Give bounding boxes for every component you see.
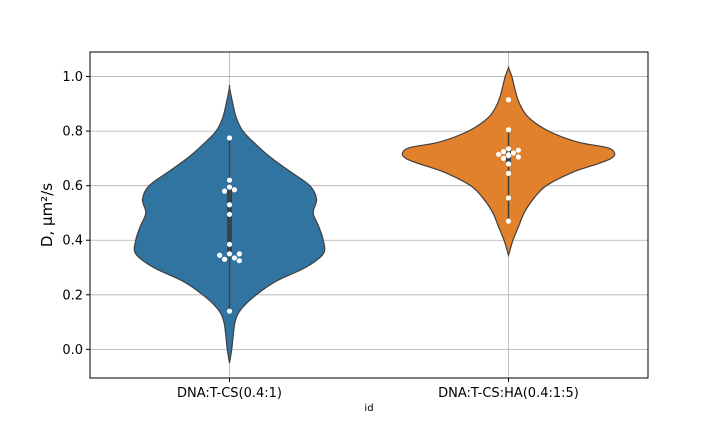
data-point xyxy=(505,153,512,159)
data-point xyxy=(226,202,233,208)
data-point xyxy=(226,241,233,247)
data-point xyxy=(231,187,238,193)
data-point xyxy=(515,154,521,160)
data-point xyxy=(505,127,512,133)
y-tick-label: 1.0 xyxy=(62,70,83,85)
data-point xyxy=(236,251,242,257)
data-point xyxy=(500,155,507,161)
data-points xyxy=(217,97,521,314)
data-point xyxy=(221,256,228,262)
data-point xyxy=(226,184,233,190)
data-point xyxy=(505,218,512,224)
data-point xyxy=(496,151,502,157)
violin-box xyxy=(227,189,232,257)
y-tick-label: 0.6 xyxy=(62,179,83,194)
data-point xyxy=(505,195,512,201)
violins xyxy=(133,66,616,364)
data-point xyxy=(231,255,238,261)
data-point xyxy=(217,252,223,258)
data-point xyxy=(505,161,512,167)
y-tick-label: 0.2 xyxy=(62,288,83,303)
data-point xyxy=(505,146,512,152)
data-point xyxy=(236,258,242,264)
data-point xyxy=(226,135,233,141)
y-tick-label: 0.0 xyxy=(62,343,83,358)
data-point xyxy=(221,188,228,194)
plot-frame xyxy=(89,51,649,379)
ticks: 0.0 0.2 0.4 0.6 0.8 1.0 DNA:T-CS(0.4:1) DNA:T-C… xyxy=(62,70,579,401)
data-point xyxy=(505,170,512,176)
y-axis-label: D, µm²/s xyxy=(38,183,56,247)
x-axis-label: id xyxy=(364,403,373,414)
y-tick-label: 0.8 xyxy=(62,125,83,140)
data-point xyxy=(226,177,233,183)
data-point xyxy=(226,211,233,217)
data-point xyxy=(510,150,517,156)
data-point xyxy=(226,308,233,314)
y-tick-label: 0.4 xyxy=(62,234,83,249)
x-tick-label: DNA:T-CS(0.4:1) xyxy=(177,386,282,401)
data-point xyxy=(226,251,233,257)
data-point xyxy=(505,97,512,103)
data-point xyxy=(500,148,507,155)
data-point xyxy=(515,147,521,153)
x-tick-label: DNA:T-CS:HA(0.4:1:5) xyxy=(438,386,579,401)
